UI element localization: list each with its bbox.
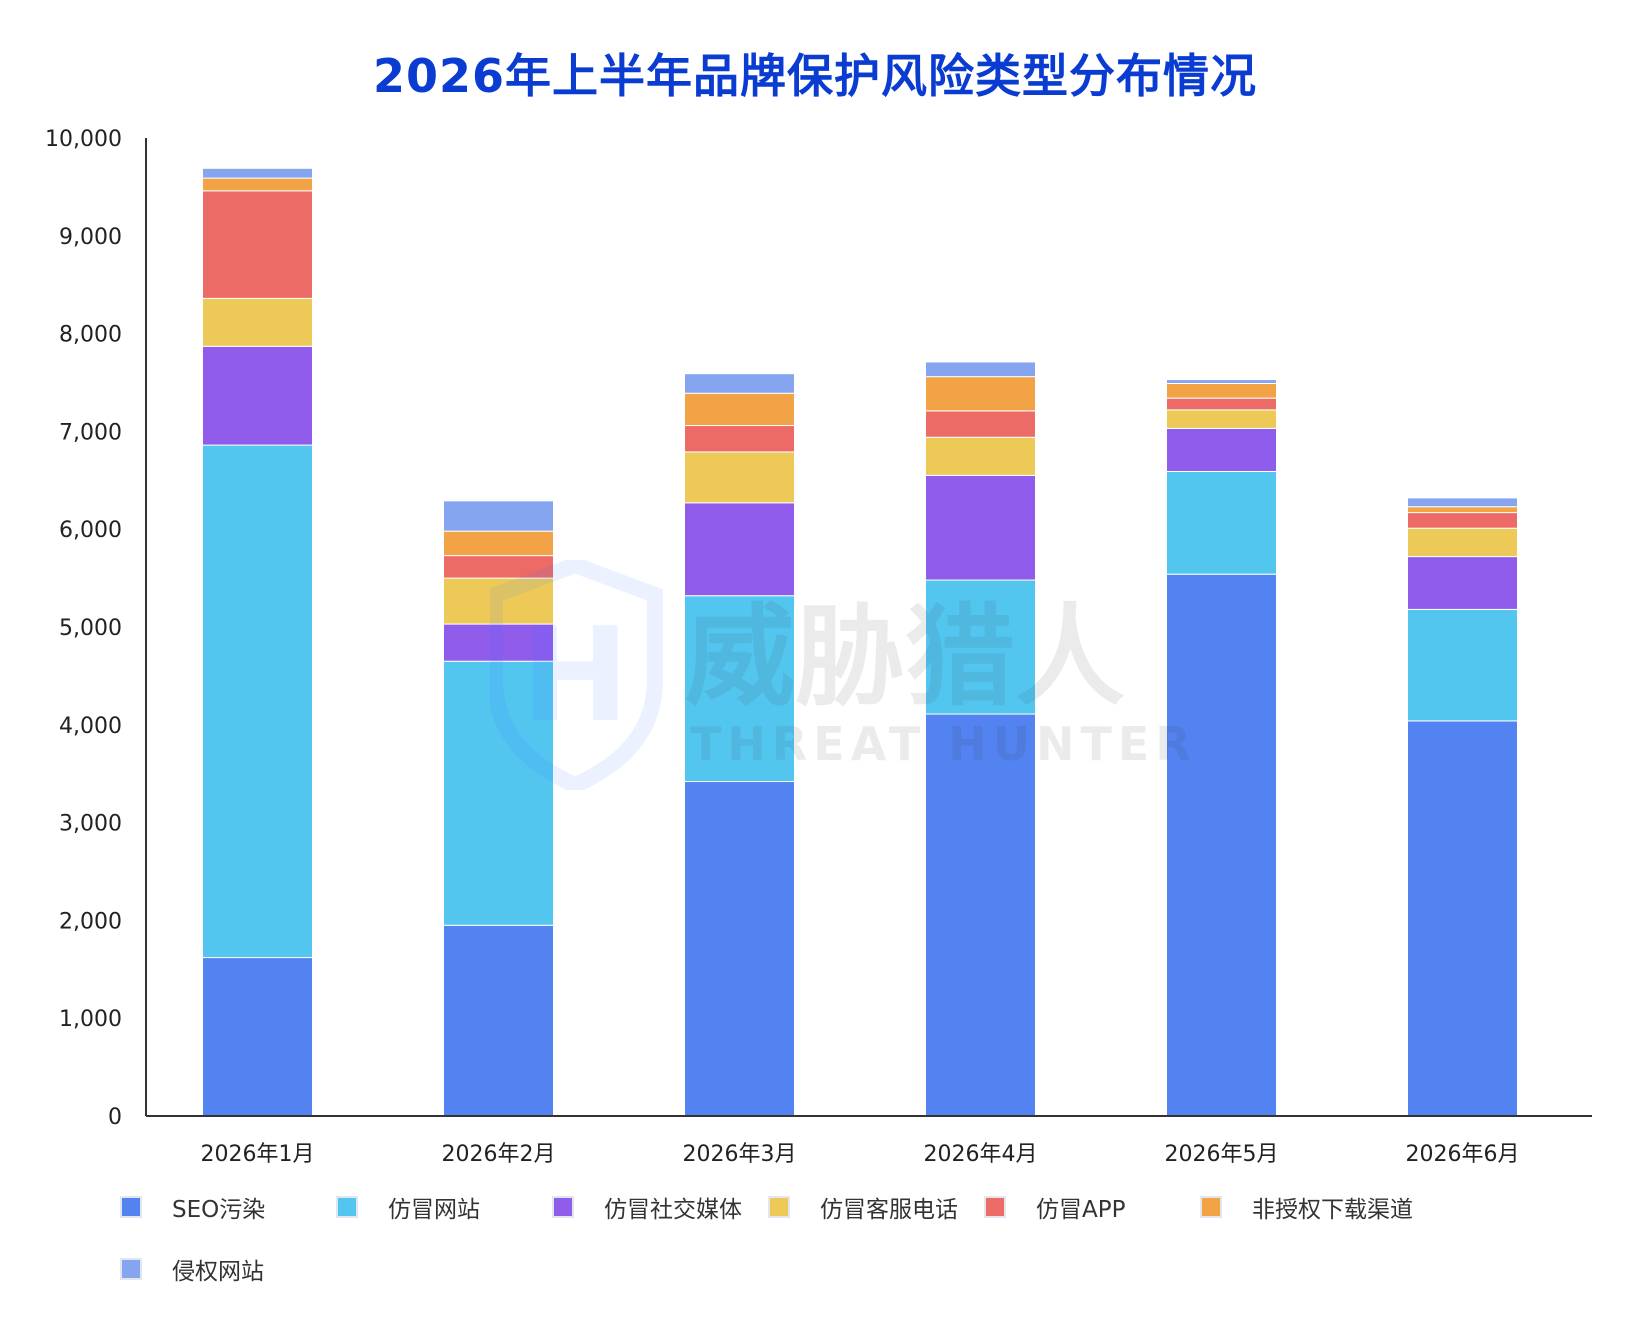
legend-swatch [1200,1196,1222,1218]
bar-segment [443,555,554,579]
bar-segment [925,713,1036,1117]
legend-label: 仿冒社交媒体 [604,1197,742,1223]
legend-item: 仿冒社交媒体 [552,1190,768,1224]
legend-swatch [984,1196,1006,1218]
bar-stack [925,361,1036,1117]
legend: SEO污染 仿冒网站 仿冒社交媒体 仿冒客服电话 仿冒APP 非授权下载渠道侵权网站 [120,1190,1560,1286]
bar-segment [443,530,554,557]
legend-swatch [768,1196,790,1218]
y-tick-label: 0 [108,1105,122,1130]
bar-segment [1407,608,1518,722]
legend-item: 仿冒APP [984,1190,1200,1224]
legend-label: 仿冒网站 [388,1197,480,1223]
bar-segment [202,297,313,347]
bar-segment [202,345,313,446]
bar-stack [443,500,554,1117]
x-tick-label: 2026年2月 [442,1142,556,1167]
legend-label: 非授权下载渠道 [1252,1197,1413,1223]
x-tick-label: 2026年6月 [1406,1142,1520,1167]
y-tick-label: 5,000 [59,616,122,641]
legend-swatch [120,1258,142,1280]
bar-segment [202,190,313,299]
y-tick-label: 1,000 [59,1007,122,1032]
bar-segment [684,425,795,453]
bar-segment [684,595,795,783]
bar-segment [684,392,795,427]
bar-segment [1407,720,1518,1117]
legend-label: 仿冒客服电话 [820,1197,958,1223]
legend-item: 侵权网站 [120,1252,336,1286]
bar-segment [1407,556,1518,610]
bar-segment [443,660,554,926]
bar-segment [443,623,554,662]
legend-label: 侵权网站 [172,1259,264,1285]
bar-segment [1407,506,1518,514]
bar-segment [443,924,554,1117]
bar-segment [925,474,1036,581]
y-tick-label: 2,000 [59,909,122,934]
bar-segment [202,444,313,959]
bar-segment [1166,573,1277,1117]
y-tick-label: 9,000 [59,225,122,250]
bar-segment [925,361,1036,378]
bar-stack [1166,379,1277,1117]
bar-segment [1407,527,1518,558]
bar-segment [202,167,313,179]
x-tick-label: 2026年5月 [1165,1142,1279,1167]
y-tick-label: 3,000 [59,812,122,837]
x-axis-labels: 2026年1月 2026年2月 2026年3月 2026年4月 2026年5月 2026年… [201,1142,1520,1167]
bar-segment [925,436,1036,476]
bar-segment [202,177,313,192]
bar-stack [1407,497,1518,1117]
y-tick-label: 10,000 [45,127,122,152]
x-tick-label: 2026年1月 [201,1142,315,1167]
bar-segment [443,577,554,625]
bar-segment [925,579,1036,715]
chart-plot: 0 1,000 2,000 3,000 4,000 5,000 6,000 7,000 8,00… [45,127,1592,1167]
bar-segment [1166,382,1277,399]
chart-title: 2026年上半年品牌保护风险类型分布情况 [372,49,1258,103]
bar-segment [202,957,313,1117]
bar-segment [1166,397,1277,411]
x-tick-label: 2026年4月 [924,1142,1038,1167]
bar-segment [684,451,795,504]
legend-label: 仿冒APP [1036,1197,1126,1223]
bar-segment [684,502,795,597]
bar-segment [1407,497,1518,508]
bar-stack [684,373,795,1117]
legend-swatch [336,1196,358,1218]
bar-segment [443,500,554,532]
legend-item: SEO污染 [120,1190,336,1224]
y-tick-label: 4,000 [59,714,122,739]
y-tick-label: 7,000 [59,420,122,445]
bar-segment [1166,379,1277,384]
x-tick-label: 2026年3月 [683,1142,797,1167]
legend-label: SEO污染 [172,1197,266,1223]
legend-item: 仿冒客服电话 [768,1190,984,1224]
bar-segment [684,373,795,394]
y-tick-label: 8,000 [59,323,122,348]
legend-swatch [120,1196,142,1218]
bar-segment [1166,427,1277,472]
bar-segment [1166,470,1277,575]
y-tick-label: 6,000 [59,518,122,543]
legend-item: 仿冒网站 [336,1190,552,1224]
y-axis-ticks: 0 1,000 2,000 3,000 4,000 5,000 6,000 7,000 8,00… [45,127,122,1130]
legend-item: 非授权下载渠道 [1200,1190,1416,1224]
bar-stacks [202,167,1518,1117]
bar-segment [1407,512,1518,529]
bar-segment [1166,409,1277,429]
legend-swatch [552,1196,574,1218]
bar-segment [925,376,1036,412]
bar-stack [202,167,313,1117]
bar-segment [925,410,1036,438]
bar-segment [684,781,795,1117]
